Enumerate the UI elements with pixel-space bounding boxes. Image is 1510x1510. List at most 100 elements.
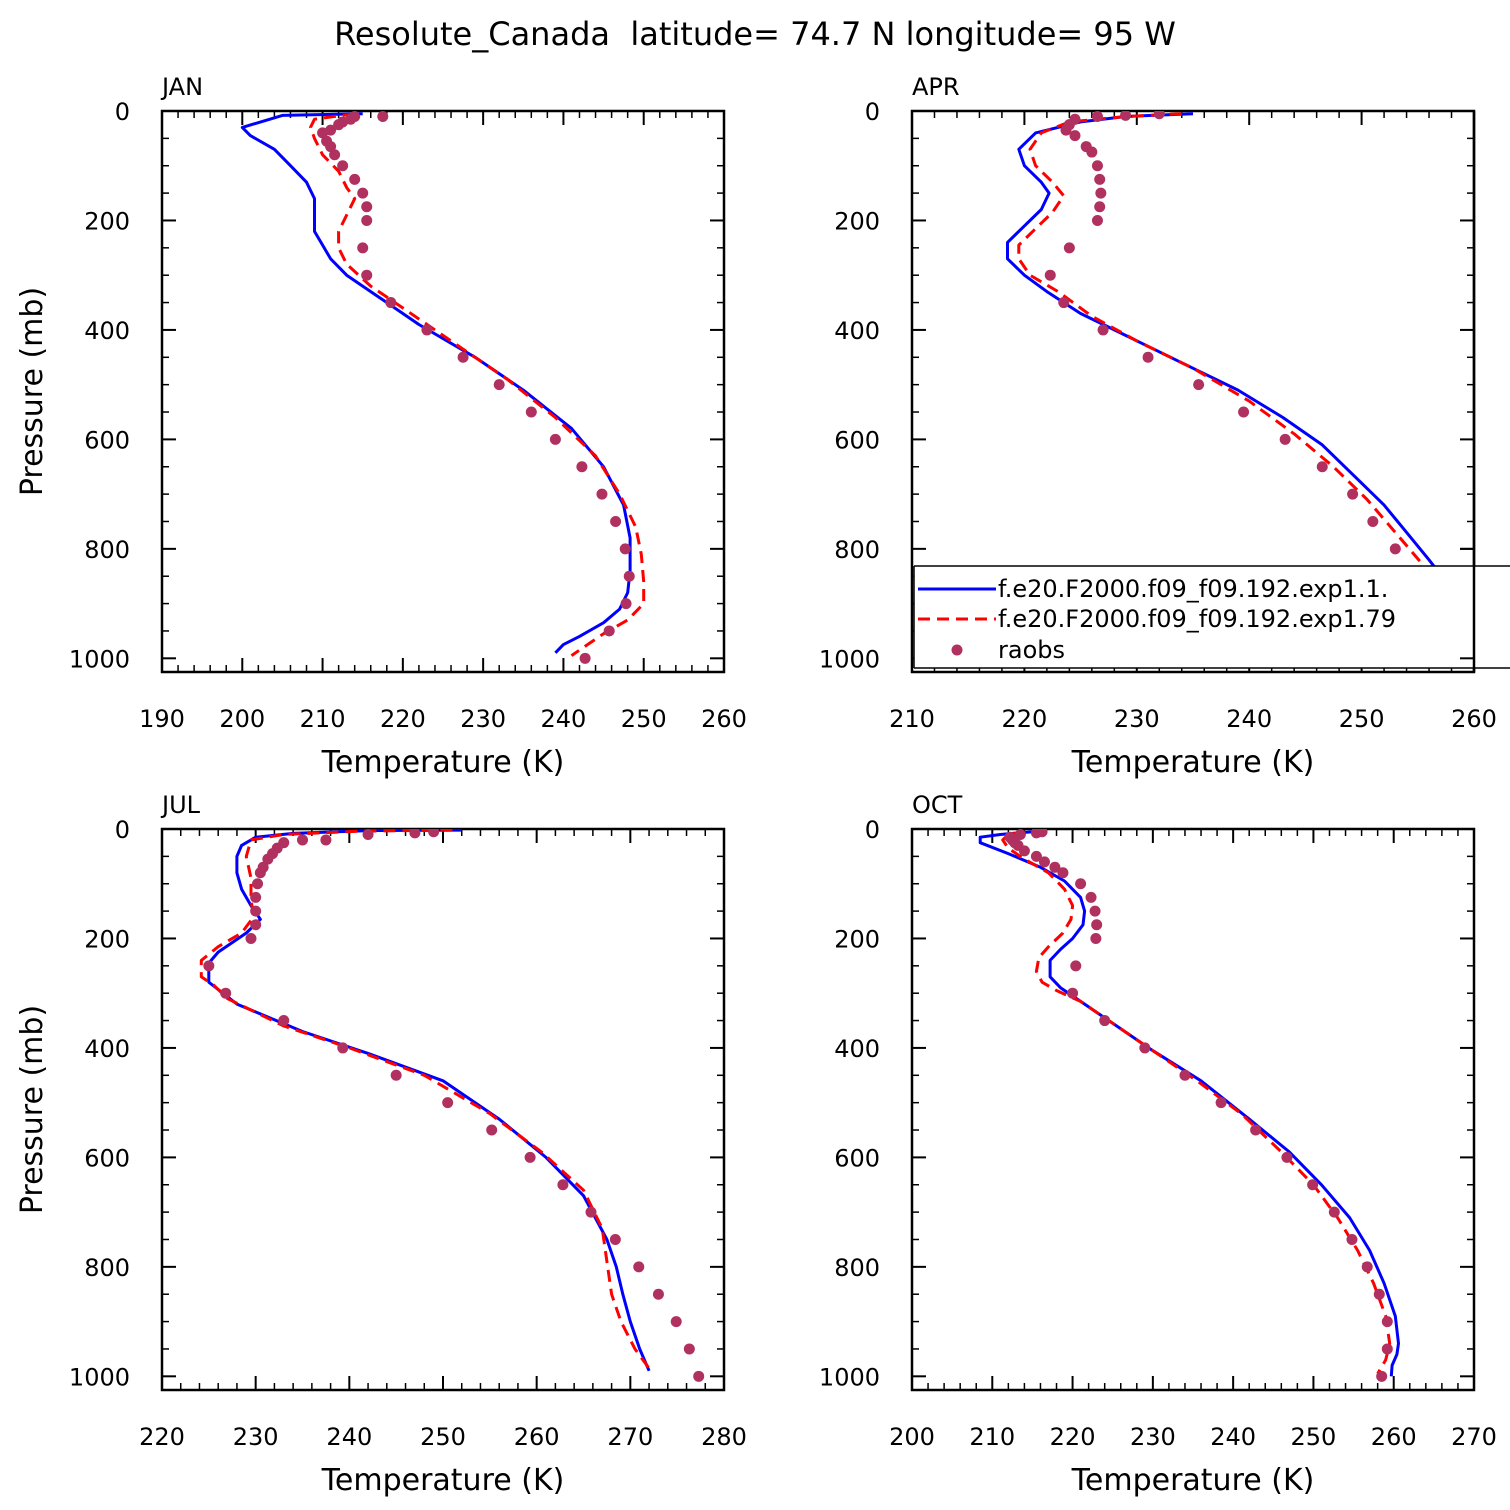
raobs-point bbox=[203, 960, 215, 972]
raobs-point bbox=[320, 834, 332, 846]
panel-label: OCT bbox=[912, 791, 963, 819]
x-tick-label: 210 bbox=[889, 705, 935, 733]
raobs-point bbox=[579, 652, 591, 664]
raobs-point bbox=[1044, 269, 1056, 281]
raobs-point bbox=[525, 406, 537, 418]
raobs-point bbox=[1090, 932, 1102, 944]
raobs-point bbox=[1014, 829, 1026, 840]
model-dashed-line bbox=[309, 112, 646, 657]
raobs-point bbox=[390, 1069, 402, 1081]
raobs-point bbox=[683, 1343, 695, 1355]
raobs-point bbox=[1075, 878, 1087, 890]
raobs-point bbox=[1361, 1261, 1373, 1273]
raobs-point bbox=[317, 127, 329, 139]
x-tick-label: 230 bbox=[1114, 705, 1160, 733]
panel-jul: JUL 220 230 240 250 260 270 280 0 200 400 600 800 100… bbox=[15, 791, 747, 1498]
raobs-point bbox=[325, 141, 337, 153]
y-tick-label: 200 bbox=[834, 925, 880, 953]
x-tick-label: 250 bbox=[1291, 1423, 1337, 1451]
raobs-point bbox=[1346, 1233, 1358, 1245]
model-solid-line bbox=[240, 112, 632, 654]
raobs-point bbox=[1049, 861, 1061, 873]
x-tick-label: 240 bbox=[1210, 1423, 1256, 1451]
raobs-point bbox=[337, 160, 349, 172]
raobs-point bbox=[254, 867, 266, 879]
y-tick-label: 200 bbox=[834, 207, 880, 235]
x-axis-label: Temperature (K) bbox=[321, 745, 565, 780]
raobs-point bbox=[297, 834, 308, 846]
raobs-point bbox=[1094, 173, 1106, 185]
y-tick-label: 1000 bbox=[69, 645, 130, 673]
raobs-point bbox=[262, 853, 274, 865]
y-axis-label: Pressure (mb) bbox=[15, 287, 50, 496]
x-tick-label: 220 bbox=[1001, 705, 1047, 733]
legend-label: raobs bbox=[998, 636, 1065, 664]
raobs-point bbox=[524, 1151, 536, 1163]
raobs-point bbox=[1381, 1343, 1393, 1355]
raobs-point bbox=[1215, 1097, 1227, 1109]
raobs-point bbox=[1367, 515, 1379, 527]
raobs-point bbox=[333, 119, 345, 131]
y-tick-label: 600 bbox=[84, 426, 130, 454]
raobs-point bbox=[609, 1233, 621, 1245]
raobs-point bbox=[1381, 1316, 1393, 1328]
y-tick-label: 1000 bbox=[819, 645, 880, 673]
x-tick-label: 240 bbox=[1226, 705, 1272, 733]
series-group bbox=[240, 111, 646, 664]
raobs-point bbox=[250, 905, 262, 917]
y-tick-label: 800 bbox=[84, 1254, 130, 1282]
x-tick-label: 200 bbox=[889, 1423, 935, 1451]
x-tick-label: 220 bbox=[1050, 1423, 1096, 1451]
raobs-point bbox=[1094, 201, 1106, 213]
y-tick-label: 600 bbox=[834, 426, 880, 454]
raobs-point bbox=[409, 829, 421, 839]
series-group bbox=[978, 829, 1400, 1382]
raobs-point bbox=[1089, 905, 1101, 917]
y-tick-label: 1000 bbox=[69, 1363, 130, 1391]
raobs-point bbox=[486, 1124, 498, 1136]
x-axis-label: Temperature (K) bbox=[321, 1463, 565, 1498]
raobs-point bbox=[362, 829, 374, 840]
raobs-point bbox=[1328, 1206, 1340, 1218]
raobs-point bbox=[1067, 987, 1079, 999]
x-tick-label: 280 bbox=[701, 1423, 747, 1451]
y-tick-label: 800 bbox=[834, 1254, 880, 1282]
model-dashed-line bbox=[1017, 112, 1444, 657]
raobs-point bbox=[1057, 867, 1069, 879]
x-tick-label: 240 bbox=[541, 705, 587, 733]
x-tick-label: 210 bbox=[300, 705, 346, 733]
raobs-point bbox=[1069, 130, 1081, 142]
raobs-point bbox=[442, 1097, 454, 1109]
y-tick-label: 0 bbox=[865, 98, 880, 126]
x-tick-label: 210 bbox=[969, 1423, 1015, 1451]
panels: JAN 190 200 210 220 230 240 250 260 0 200 400 600 800… bbox=[15, 73, 1510, 1498]
x-tick-label: 220 bbox=[380, 705, 426, 733]
raobs-point bbox=[1038, 856, 1050, 868]
y-tick-label: 1000 bbox=[819, 1363, 880, 1391]
x-axis-label: Temperature (K) bbox=[1071, 1463, 1315, 1498]
raobs-point bbox=[1316, 461, 1328, 473]
raobs-point bbox=[1142, 351, 1154, 363]
raobs-point bbox=[1091, 111, 1103, 122]
raobs-point bbox=[1139, 1042, 1151, 1054]
y-tick-label: 400 bbox=[84, 1035, 130, 1063]
raobs-point bbox=[349, 173, 361, 185]
model-dashed-line bbox=[199, 829, 653, 1372]
raobs-point bbox=[357, 187, 369, 199]
raobs-point bbox=[220, 987, 232, 999]
raobs-point bbox=[576, 461, 588, 473]
x-axis-label: Temperature (K) bbox=[1071, 745, 1315, 780]
raobs-point bbox=[457, 351, 469, 363]
panel-label: APR bbox=[912, 73, 960, 101]
y-tick-label: 400 bbox=[834, 1035, 880, 1063]
model-dashed-line bbox=[1001, 830, 1392, 1375]
panel-jan: JAN 190 200 210 220 230 240 250 260 0 200 400 600 800… bbox=[15, 73, 747, 780]
panel-oct: OCT 200 210 220 230 240 250 260 270 0 200 400 600 800… bbox=[819, 791, 1497, 1498]
raobs-point bbox=[1030, 829, 1042, 839]
raobs-point bbox=[1018, 845, 1030, 857]
raobs-point bbox=[1060, 124, 1072, 136]
x-tick-label: 200 bbox=[219, 705, 265, 733]
x-tick-label: 260 bbox=[701, 705, 747, 733]
x-tick-label: 230 bbox=[233, 1423, 279, 1451]
panel-label: JAN bbox=[160, 73, 203, 101]
